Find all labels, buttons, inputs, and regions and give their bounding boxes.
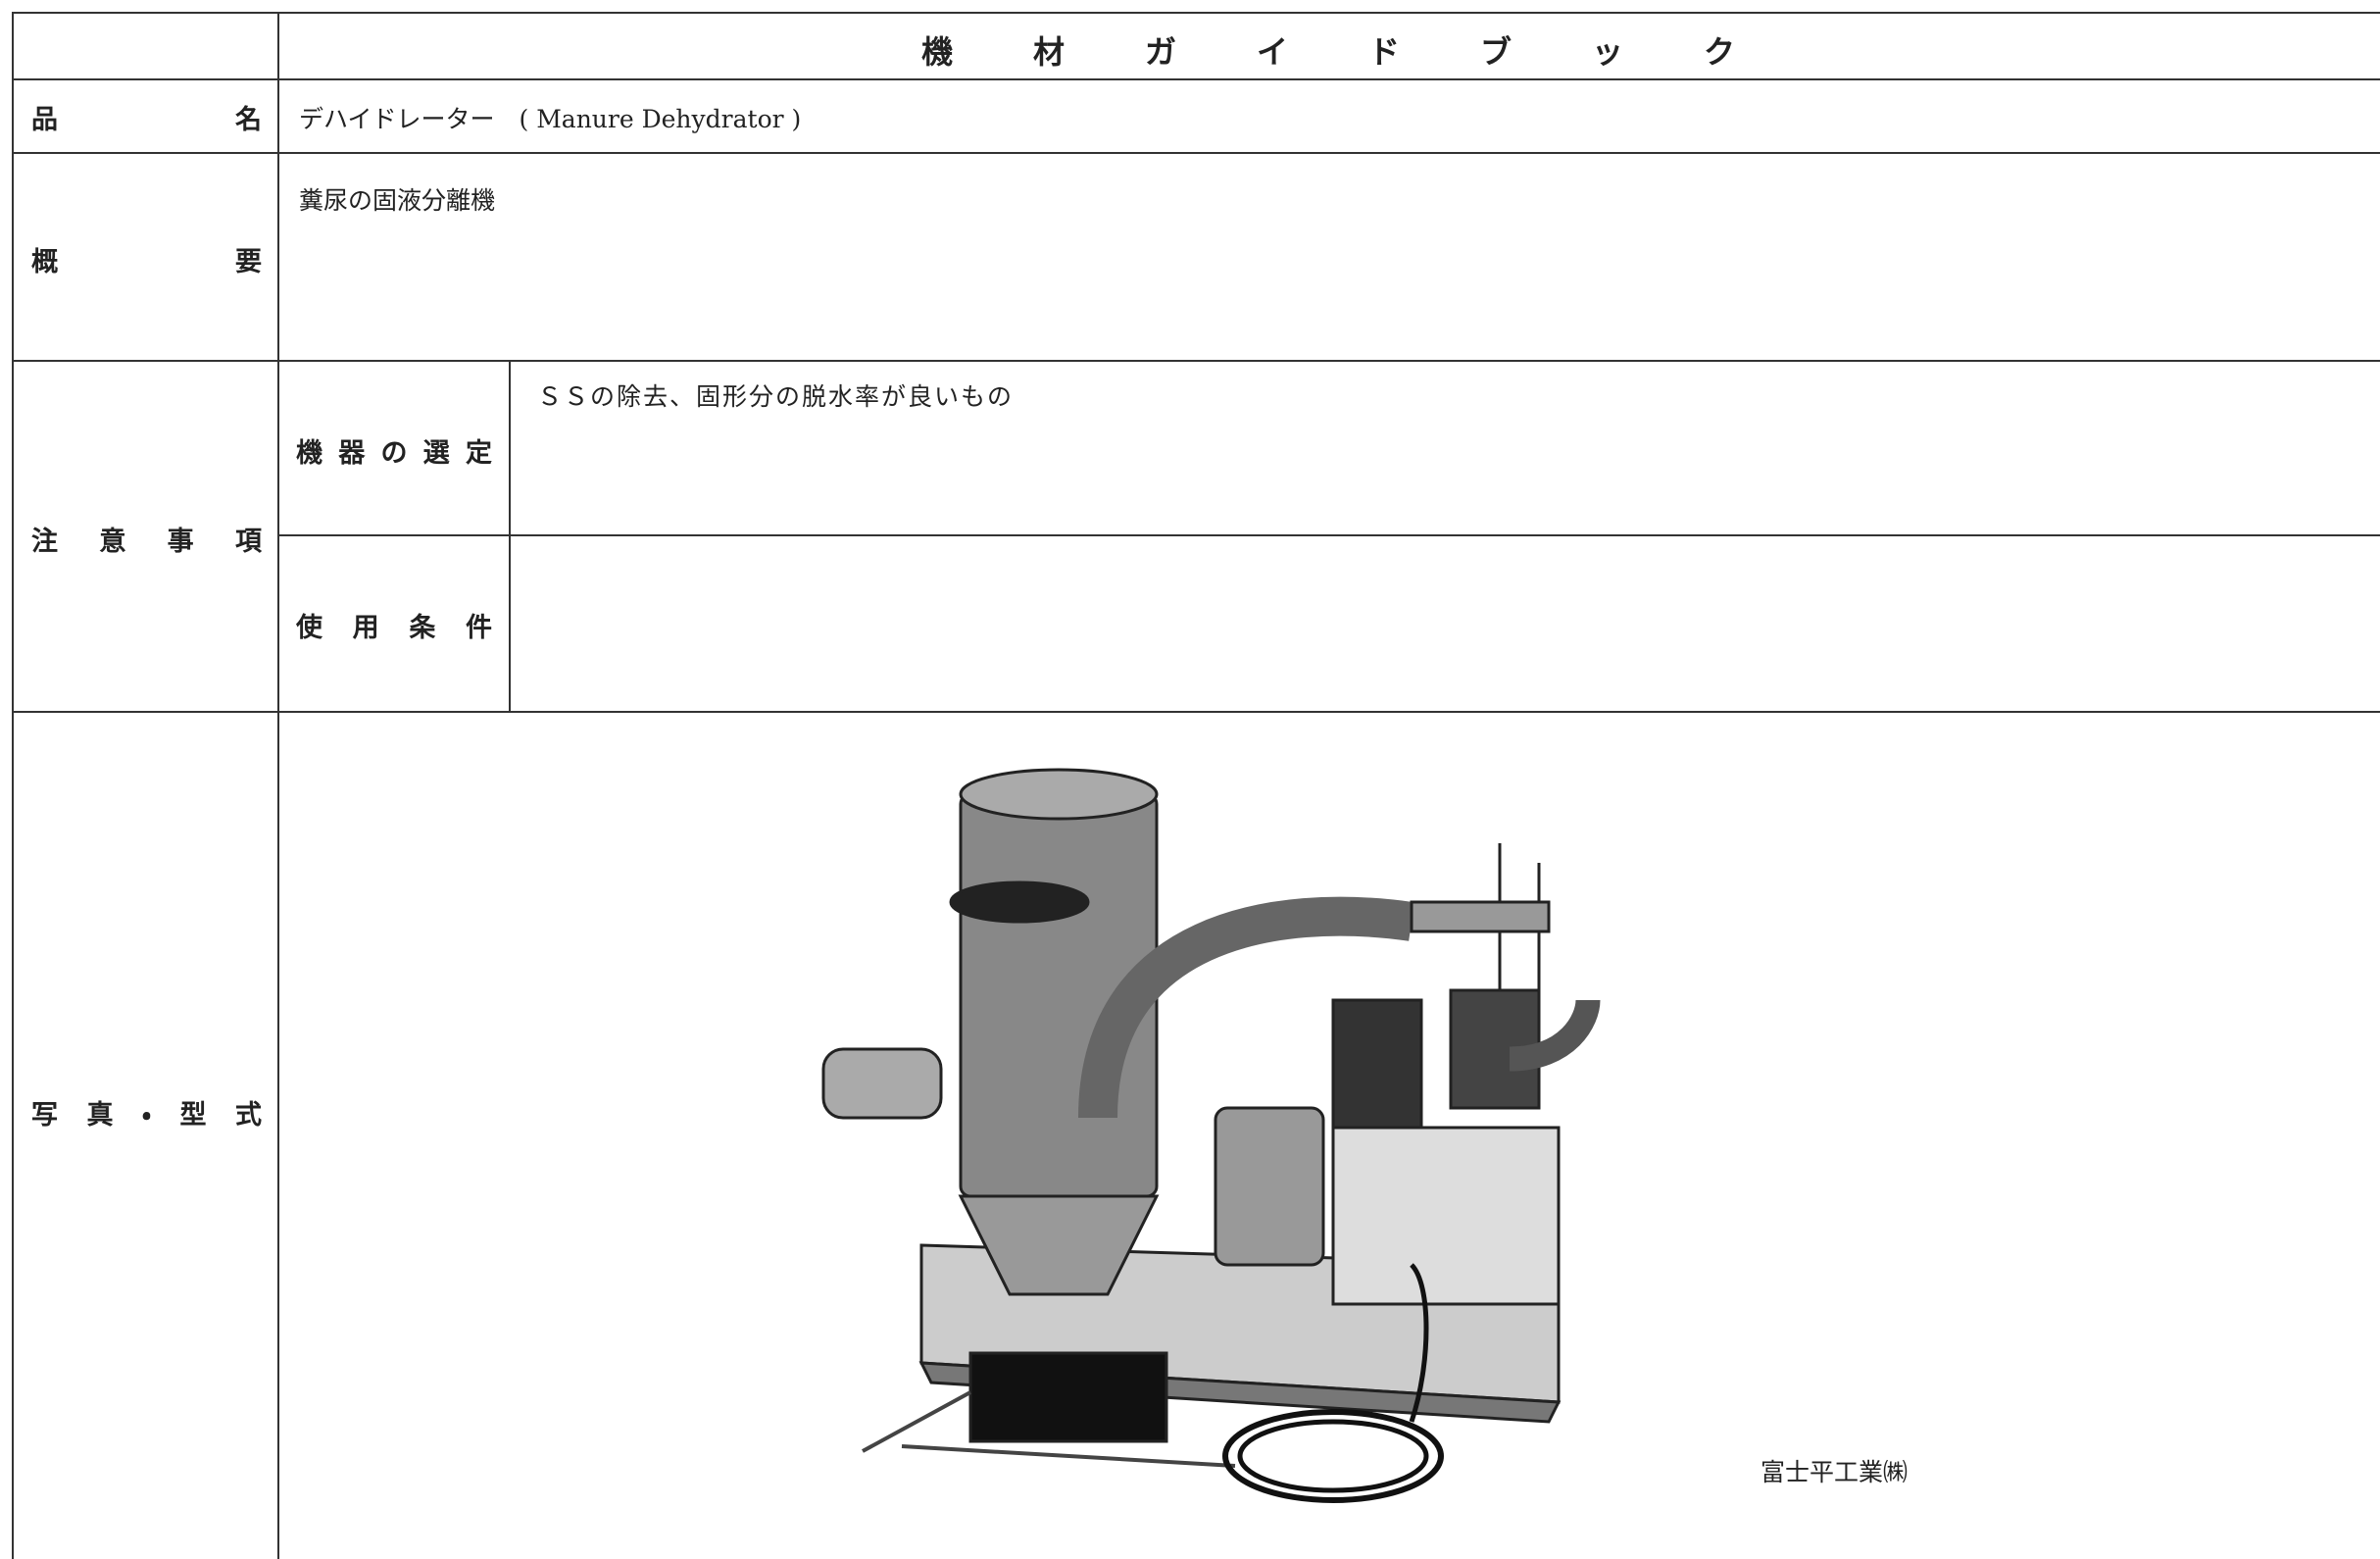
caption: 富士平工業㈱ xyxy=(1760,1458,1909,1486)
rule xyxy=(12,152,2380,154)
label: 品名 xyxy=(31,105,262,135)
rule xyxy=(12,360,2380,362)
label: 機器の選定 xyxy=(296,438,492,469)
label: 注意事項 xyxy=(31,527,262,557)
rule xyxy=(12,12,14,1559)
title: 機材ガイドブック xyxy=(921,33,1735,71)
value: ＳＳの除去、固形分の脱水率が良いもの xyxy=(537,382,1015,411)
value: デハイドレーター ( Manure Dehydrator ) xyxy=(299,105,802,133)
rule xyxy=(12,78,2380,80)
machine-photo xyxy=(821,768,1601,1503)
rule xyxy=(12,12,2380,14)
label: 使用条件 xyxy=(296,613,492,643)
rule xyxy=(12,711,2380,713)
rule xyxy=(277,534,2380,536)
value: 糞尿の固液分離機 xyxy=(299,186,496,215)
rule xyxy=(277,12,279,1559)
label: 写真・型式 xyxy=(31,1100,262,1131)
label: 概要 xyxy=(31,247,262,277)
rule xyxy=(509,360,511,711)
